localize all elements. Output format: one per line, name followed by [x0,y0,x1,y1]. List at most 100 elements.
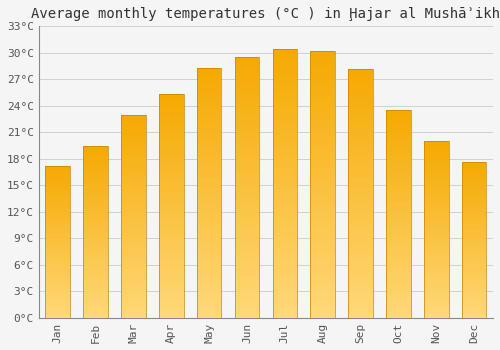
Bar [386,168,410,173]
Bar [121,139,146,143]
Bar [348,313,373,318]
Bar [159,94,184,99]
Bar [234,234,260,240]
Bar [348,213,373,218]
Bar [272,178,297,184]
Bar [159,108,184,112]
Bar [84,190,108,194]
Bar [424,187,448,191]
Bar [121,265,146,269]
Bar [272,216,297,221]
Bar [84,197,108,201]
Bar [46,251,70,254]
Bar [348,243,373,248]
Bar [272,270,297,275]
Bar [234,240,260,245]
Bar [386,181,410,185]
Bar [386,202,410,206]
Bar [424,141,448,145]
Bar [386,206,410,210]
Bar [272,200,297,205]
Bar [424,304,448,307]
Bar [348,84,373,89]
Bar [121,155,146,159]
Bar [310,51,335,318]
Bar [424,141,448,318]
Bar [46,184,70,187]
Bar [197,148,222,153]
Bar [310,291,335,296]
Bar [84,173,108,177]
Bar [424,251,448,254]
Bar [234,57,260,318]
Bar [386,110,410,114]
Bar [348,148,373,153]
Bar [310,142,335,147]
Bar [84,149,108,153]
Bar [272,307,297,313]
Bar [159,130,184,135]
Bar [121,294,146,298]
Bar [84,146,108,318]
Bar [462,280,486,284]
Bar [462,268,486,271]
Bar [159,188,184,193]
Bar [197,138,222,143]
Bar [46,205,70,209]
Bar [348,203,373,208]
Bar [386,289,410,293]
Bar [386,119,410,123]
Bar [121,208,146,212]
Bar [197,278,222,283]
Bar [159,166,184,170]
Bar [197,283,222,288]
Bar [234,89,260,94]
Bar [121,220,146,224]
Bar [272,119,297,125]
Bar [310,99,335,104]
Bar [462,230,486,233]
Bar [462,190,486,193]
Bar [348,69,373,318]
Bar [234,83,260,89]
Bar [462,183,486,187]
Bar [462,177,486,180]
Bar [386,131,410,135]
Bar [310,259,335,265]
Bar [234,120,260,125]
Bar [197,248,222,253]
Bar [386,185,410,189]
Bar [121,249,146,253]
Bar [386,114,410,119]
Bar [46,294,70,297]
Bar [462,290,486,293]
Bar [197,208,222,213]
Bar [121,302,146,306]
Bar [84,211,108,215]
Bar [424,208,448,212]
Bar [348,208,373,213]
Bar [348,139,373,143]
Bar [462,161,486,164]
Bar [348,163,373,168]
Bar [46,269,70,272]
Bar [462,265,486,268]
Bar [310,222,335,227]
Bar [84,246,108,249]
Bar [234,125,260,130]
Bar [462,202,486,205]
Bar [234,188,260,193]
Bar [197,173,222,178]
Bar [424,272,448,275]
Bar [386,314,410,318]
Bar [234,292,260,297]
Bar [462,193,486,196]
Bar [462,205,486,209]
Bar [159,219,184,224]
Bar [386,210,410,214]
Bar [197,73,222,78]
Bar [272,205,297,210]
Bar [424,212,448,215]
Bar [84,259,108,263]
Bar [197,78,222,83]
